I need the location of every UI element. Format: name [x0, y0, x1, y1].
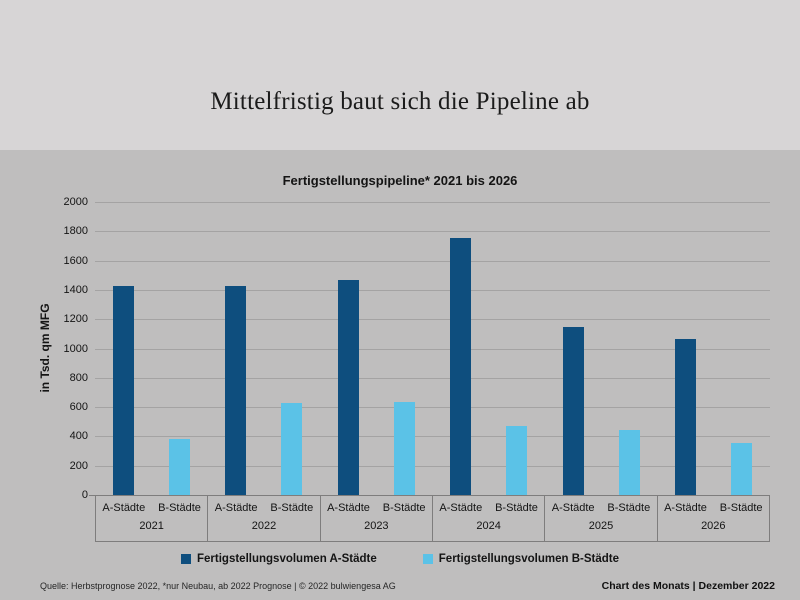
category-group-2021: A-Städte B-Städte 2021 [95, 495, 209, 541]
bar-2025-B-Städte [618, 429, 640, 495]
bar-2021-B-Städte [168, 439, 190, 495]
subcategory-row-2023: A-Städte B-Städte [321, 495, 432, 520]
year-label-2023: 2023 [364, 520, 389, 533]
bar-2022-B-Städte [281, 403, 303, 495]
gridline-1600 [95, 260, 770, 262]
gridline-600 [95, 407, 770, 409]
category-axis: A-Städte B-Städte 2021 A-Städte B-Städte 2022… [95, 495, 770, 542]
bar-2025-A-Städte [562, 326, 584, 495]
subcategory-label-2023-B-Städte: B-Städte [382, 501, 426, 514]
y-tick-label-0: 0 [81, 489, 88, 501]
gridline-1200 [95, 319, 770, 321]
subcategory-label-2022-A-Städte: A-Städte [214, 501, 258, 514]
y-tick-label-1400: 1400 [63, 283, 88, 296]
legend-label: Fertigstellungsvolumen B-Städte [438, 553, 619, 565]
legend-label: Fertigstellungsvolumen A-Städte [197, 553, 377, 565]
footer-branding: Chart des Monats | Dezember 2022 [601, 580, 775, 592]
y-tick-label-400: 400 [69, 430, 88, 443]
gridline-400 [95, 436, 770, 438]
title-band: Mittelfristig baut sich die Pipeline ab [0, 0, 800, 150]
legend-entry-b-staedte: Fertigstellungsvolumen B-Städte [422, 553, 619, 565]
year-label-2022: 2022 [251, 520, 277, 533]
subcategory-label-2025-A-Städte: A-Städte [551, 501, 595, 514]
bar-2024-A-Städte [450, 237, 472, 495]
subcategory-row-2021: A-Städte B-Städte [96, 495, 207, 520]
subcategory-label-2024-A-Städte: A-Städte [439, 501, 483, 514]
legend-swatch-icon [422, 554, 433, 564]
source-note: Quelle: Herbstprognose 2022, *nur Neubau… [40, 581, 396, 591]
subcategory-row-2024: A-Städte B-Städte [433, 495, 544, 520]
bar-2026-A-Städte [675, 338, 697, 495]
subcategory-label-2021-A-Städte: A-Städte [102, 501, 146, 514]
y-tick-label-1600: 1600 [63, 254, 88, 267]
gridline-1400 [95, 289, 770, 291]
legend-swatch-icon [181, 554, 192, 564]
category-group-2025: A-Städte B-Städte 2025 [545, 495, 658, 541]
bar-2023-A-Städte [337, 279, 359, 495]
plot-area: 0 200 400 600 800 1000 1200 1400 1600 1800 2000 [64, 196, 770, 501]
y-tick-label-600: 600 [69, 401, 88, 414]
subcategory-label-2026-A-Städte: A-Städte [664, 501, 707, 514]
category-group-2024: A-Städte B-Städte 2024 [433, 495, 546, 541]
y-tick-label-1000: 1000 [63, 342, 88, 355]
y-axis-title-text: in Tsd. qm MFG [38, 303, 52, 393]
legend-entry-a-staedte: Fertigstellungsvolumen A-Städte [181, 553, 377, 565]
subcategory-label-2021-B-Städte: B-Städte [158, 501, 201, 514]
legend: Fertigstellungsvolumen A-Städte Fertigste… [0, 551, 800, 567]
y-tick-label-200: 200 [69, 459, 88, 472]
y-tick-label-1200: 1200 [63, 313, 88, 326]
y-tick-label-1800: 1800 [63, 225, 88, 238]
gridline-800 [95, 377, 770, 379]
x-axis-line [89, 495, 770, 496]
category-group-2026: A-Städte B-Städte 2026 [658, 495, 770, 541]
subcategory-row-2025: A-Städte B-Städte [545, 495, 656, 520]
subcategory-label-2024-B-Städte: B-Städte [495, 501, 538, 514]
gridline-2000 [95, 202, 770, 203]
bar-2026-B-Städte [731, 443, 753, 495]
subcategory-label-2023-A-Städte: A-Städte [327, 501, 370, 514]
chart-panel: Fertigstellungspipeline* 2021 bis 2026 i… [0, 150, 800, 600]
y-tick-label-800: 800 [69, 371, 88, 384]
subcategory-row-2022: A-Städte B-Städte [208, 495, 319, 520]
subcategory-label-2022-B-Städte: B-Städte [270, 501, 314, 514]
gridline-1000 [95, 348, 770, 350]
year-label-2025: 2025 [588, 520, 614, 533]
year-label-2021: 2021 [139, 520, 164, 533]
subcategory-row-2026: A-Städte B-Städte [658, 495, 769, 520]
gridline-1800 [95, 231, 770, 233]
bar-2022-A-Städte [225, 285, 247, 495]
bar-2021-A-Städte [112, 285, 134, 495]
bar-2024-B-Städte [506, 426, 528, 495]
subcategory-label-2026-B-Städte: B-Städte [719, 501, 763, 514]
y-tick-label-2000: 2000 [63, 196, 88, 208]
bar-2023-B-Städte [393, 401, 415, 495]
subcategory-label-2025-B-Städte: B-Städte [607, 501, 651, 514]
slide-title: Mittelfristig baut sich die Pipeline ab [210, 88, 590, 115]
year-label-2024: 2024 [476, 520, 501, 533]
chart-title: Fertigstellungspipeline* 2021 bis 2026 [282, 173, 518, 188]
category-group-2023: A-Städte B-Städte 2023 [321, 495, 433, 541]
category-group-2022: A-Städte B-Städte 2022 [208, 495, 321, 541]
gridline-200 [95, 465, 770, 467]
year-label-2026: 2026 [701, 520, 726, 533]
